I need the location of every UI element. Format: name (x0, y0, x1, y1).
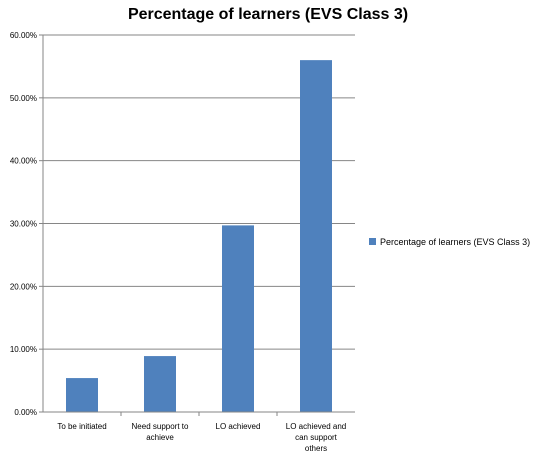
y-tick-label: 0.00% (14, 408, 37, 417)
chart-title: Percentage of learners (EVS Class 3) (128, 6, 408, 23)
y-tick-label: 40.00% (10, 157, 37, 166)
x-tick-label: Need support to achieve (132, 422, 189, 442)
bars (66, 60, 332, 413)
bar (144, 356, 176, 412)
x-tick-label: LO achieved and can support others (286, 422, 347, 453)
legend-swatch (369, 238, 376, 245)
x-tick-label: To be initiated (57, 422, 106, 431)
y-tick-label: 60.00% (10, 31, 37, 40)
y-tick-label: 10.00% (10, 345, 37, 354)
bar (300, 60, 332, 413)
y-axis-ticks: 0.00% 10.00% 20.00% 30.00% 40.00% 50.00% 60.00… (10, 31, 43, 417)
legend: Percentage of learners (EVS Class 3) (369, 237, 530, 247)
bar (222, 225, 254, 412)
y-tick-label: 30.00% (10, 220, 37, 229)
x-tick-label: LO achieved (216, 422, 261, 431)
bar (66, 378, 98, 412)
y-tick-label: 50.00% (10, 94, 37, 103)
y-tick-label: 20.00% (10, 282, 37, 291)
x-axis-labels: To be initiated Need support to achieve LO … (57, 412, 346, 453)
legend-label: Percentage of learners (EVS Class 3) (380, 237, 530, 247)
